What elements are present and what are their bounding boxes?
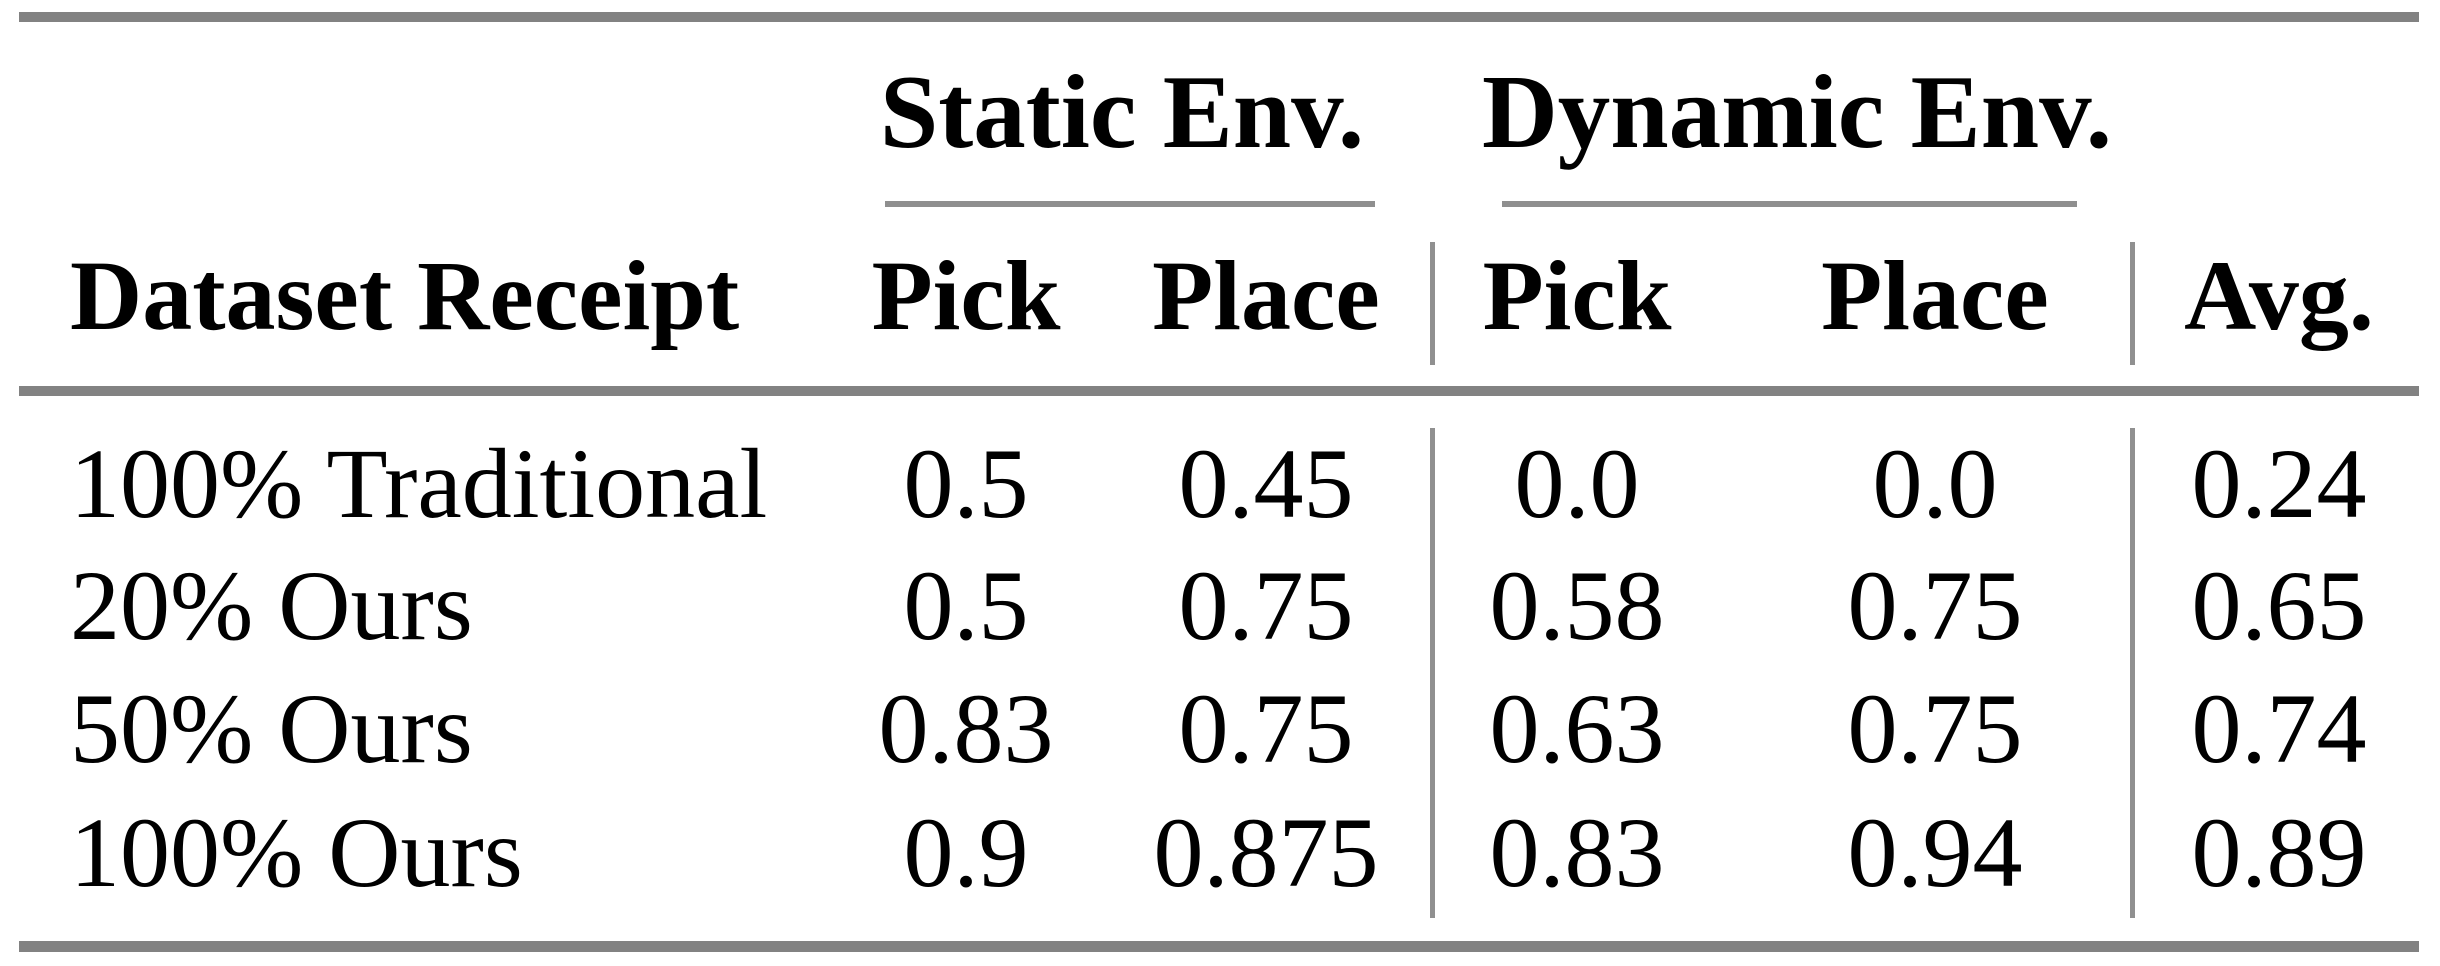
cell-avg: 0.65: [2191, 550, 2367, 661]
table-top-rule: [19, 12, 2419, 22]
static-env-underline-rule: [885, 201, 1375, 207]
cell-dynamic-place: 0.0: [1872, 428, 1998, 539]
cell-dynamic-pick: 0.0: [1514, 428, 1640, 539]
cell-dynamic-pick: 0.63: [1489, 673, 1665, 784]
column-separator-avg: [2130, 242, 2135, 365]
table-bottom-rule: [19, 941, 2419, 952]
cell-avg: 0.89: [2191, 797, 2367, 908]
cell-dynamic-place: 0.94: [1847, 797, 2023, 908]
column-separator-static-dynamic: [1430, 242, 1435, 365]
cell-avg: 0.24: [2191, 428, 2367, 539]
group-header-static-env: Static Env.: [879, 53, 1365, 170]
cell-dynamic-place: 0.75: [1847, 673, 2023, 784]
cell-static-place: 0.75: [1178, 673, 1354, 784]
column-header-dynamic-pick: Pick: [1482, 240, 1672, 351]
column-header-static-pick: Pick: [871, 240, 1061, 351]
cell-static-pick: 0.9: [903, 797, 1029, 908]
cell-static-place: 0.75: [1178, 550, 1354, 661]
row-label: 100% Ours: [70, 797, 523, 908]
column-separator-static-dynamic: [1430, 428, 1435, 918]
cell-static-pick: 0.83: [878, 673, 1054, 784]
cell-dynamic-pick: 0.83: [1489, 797, 1665, 908]
column-header-avg: Avg.: [2184, 240, 2374, 351]
dynamic-env-underline-rule: [1502, 201, 2077, 207]
column-header-dynamic-place: Place: [1821, 240, 2049, 351]
cell-static-place: 0.875: [1153, 797, 1379, 908]
cell-static-place: 0.45: [1178, 428, 1354, 539]
cell-avg: 0.74: [2191, 673, 2367, 784]
row-label: 50% Ours: [70, 673, 473, 784]
column-separator-avg: [2130, 428, 2135, 918]
group-header-dynamic-env: Dynamic Env.: [1481, 53, 2113, 170]
column-header-dataset-receipt: Dataset Receipt: [70, 240, 740, 351]
cell-static-pick: 0.5: [903, 550, 1029, 661]
column-header-static-place: Place: [1152, 240, 1380, 351]
row-label: 20% Ours: [70, 550, 473, 661]
cell-dynamic-place: 0.75: [1847, 550, 2023, 661]
table-header-rule: [19, 386, 2419, 396]
cell-dynamic-pick: 0.58: [1489, 550, 1665, 661]
cell-static-pick: 0.5: [903, 428, 1029, 539]
row-label: 100% Traditional: [70, 428, 768, 539]
